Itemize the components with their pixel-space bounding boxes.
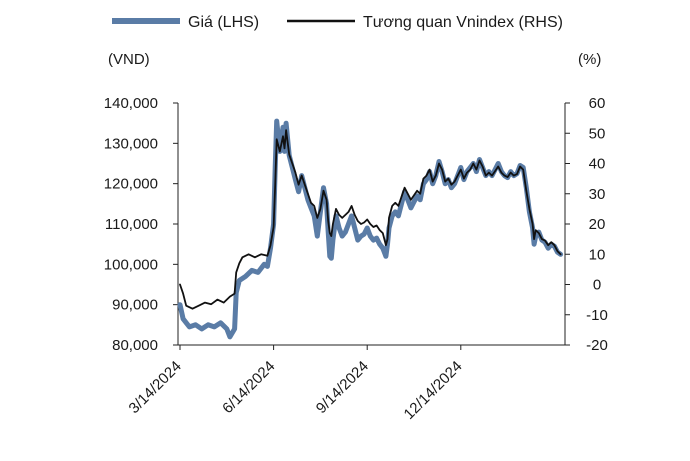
left-axis-unit: (VND) [108, 51, 150, 68]
left-tick-label: 130,000 [104, 135, 158, 152]
left-tick-label: 110,000 [105, 216, 158, 233]
x-tick-label: 6/14/2024 [219, 358, 278, 417]
right-tick-label: -20 [586, 337, 608, 354]
right-tick-label: 30 [589, 186, 606, 203]
right-tick-label: 50 [589, 125, 606, 142]
x-axis-ticks: 3/14/2024 6/14/2024 9/14/2024 12/14/2024 [126, 345, 466, 423]
left-tick-label: 100,000 [104, 256, 158, 273]
left-tick-label: 140,000 [104, 95, 158, 112]
left-tick-label: 90,000 [112, 297, 158, 314]
right-tick-label: 0 [593, 277, 601, 294]
series-line-price [177, 118, 564, 340]
right-tick-label: -10 [586, 307, 608, 324]
legend: Giá (LHS) Tương quan Vnindex (RHS) [112, 14, 563, 31]
right-tick-label: 60 [589, 95, 606, 112]
left-tick-label: 80,000 [112, 337, 158, 354]
legend-label-price: Giá (LHS) [188, 14, 259, 31]
left-axis-ticks: 140,000 130,000 120,000 110,000 100,000 90,00… [104, 95, 178, 354]
legend-label-correlation: Tương quan Vnindex (RHS) [363, 14, 563, 31]
right-axis-unit: (%) [578, 51, 601, 68]
x-tick-label: 9/14/2024 [313, 358, 372, 417]
x-tick-label: 3/14/2024 [126, 358, 185, 417]
right-tick-label: 20 [589, 216, 606, 233]
left-tick-label: 120,000 [104, 176, 158, 193]
right-tick-label: 10 [589, 246, 606, 263]
series-layer [177, 118, 564, 340]
right-tick-label: 40 [589, 156, 606, 173]
series-line-correlation [179, 129, 562, 310]
right-axis-ticks: 60 50 40 30 20 10 0 -10 -20 [565, 95, 608, 354]
x-tick-label: 12/14/2024 [401, 358, 466, 423]
